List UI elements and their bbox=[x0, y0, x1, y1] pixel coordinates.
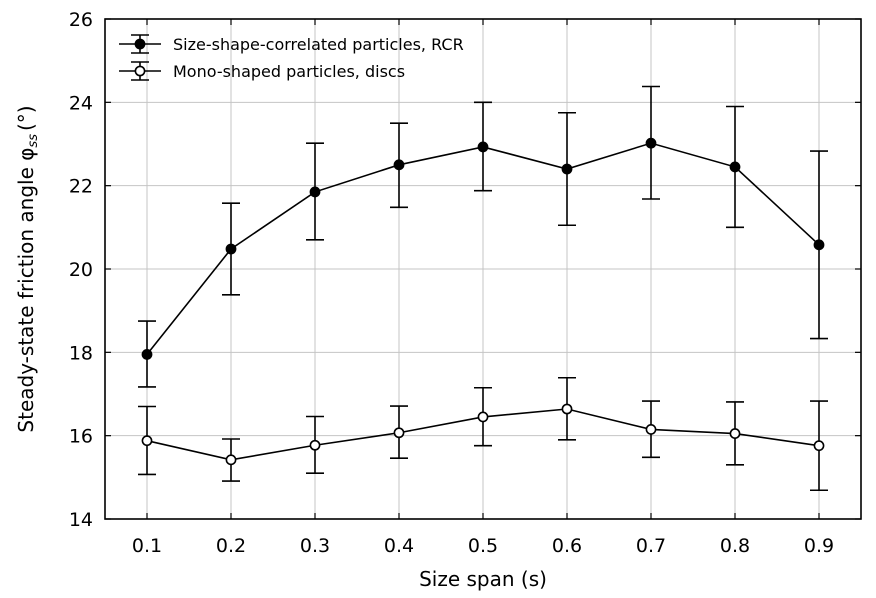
data-point bbox=[729, 428, 741, 439]
x-tick-label: 0.9 bbox=[804, 535, 834, 557]
series-0 bbox=[138, 85, 828, 388]
legend-label: Mono-shaped particles, discs bbox=[173, 62, 405, 81]
data-point bbox=[393, 427, 405, 439]
y-axis-title: Steady-state friction angle φss (°) bbox=[14, 105, 41, 432]
y-axis-title-subscript: ss bbox=[26, 134, 41, 148]
data-point bbox=[141, 435, 153, 447]
data-point bbox=[645, 137, 657, 149]
data-point bbox=[141, 349, 153, 360]
x-tick-label: 0.8 bbox=[720, 535, 750, 557]
y-tick-label: 16 bbox=[69, 426, 93, 448]
legend: Size-shape-correlated particles, RCR Mono… bbox=[119, 34, 464, 81]
x-tick-label: 0.6 bbox=[552, 535, 582, 557]
legend-entry-1: Mono-shaped particles, discs bbox=[119, 61, 405, 81]
data-point bbox=[813, 239, 825, 251]
data-point bbox=[477, 411, 489, 423]
data-point bbox=[561, 403, 573, 415]
y-tick-label: 14 bbox=[69, 509, 93, 531]
series-1 bbox=[138, 376, 828, 492]
legend-marker bbox=[134, 65, 146, 77]
data-point bbox=[309, 186, 321, 198]
data-point bbox=[813, 440, 825, 452]
data-point bbox=[309, 439, 321, 451]
x-tick-label: 0.2 bbox=[216, 535, 246, 557]
legend-marker bbox=[134, 38, 146, 50]
legend-entry-0: Size-shape-correlated particles, RCR bbox=[119, 34, 464, 54]
x-tick-label: 0.1 bbox=[132, 535, 162, 557]
data-series bbox=[138, 85, 828, 492]
y-tick-label: 26 bbox=[69, 9, 93, 31]
data-point bbox=[477, 141, 489, 153]
legend-label: Size-shape-correlated particles, RCR bbox=[173, 35, 464, 54]
y-tick-label: 24 bbox=[69, 92, 93, 114]
data-point bbox=[393, 159, 405, 171]
y-axis-title-unit: (°) bbox=[14, 105, 38, 131]
x-tick-label: 0.7 bbox=[636, 535, 666, 557]
x-tick-label: 0.3 bbox=[300, 535, 330, 557]
y-tick-label: 20 bbox=[69, 259, 93, 281]
x-tick-label: 0.4 bbox=[384, 535, 414, 557]
data-point bbox=[645, 424, 657, 435]
y-tick-label: 22 bbox=[69, 176, 93, 198]
y-tick-label: 18 bbox=[69, 342, 93, 364]
x-axis-title: Size span (s) bbox=[419, 567, 547, 591]
data-point bbox=[225, 243, 237, 255]
data-point bbox=[561, 163, 573, 175]
data-point bbox=[225, 454, 237, 466]
data-point bbox=[729, 161, 741, 173]
y-axis-title-main: Steady-state friction angle φ bbox=[14, 148, 38, 433]
x-tick-label: 0.5 bbox=[468, 535, 498, 557]
axis-ticks: 0.1 0.2 0.3 0.4 0.5 0.6 0.7 0.8 0.9 14 16 18 20 22 24 2… bbox=[69, 9, 861, 557]
